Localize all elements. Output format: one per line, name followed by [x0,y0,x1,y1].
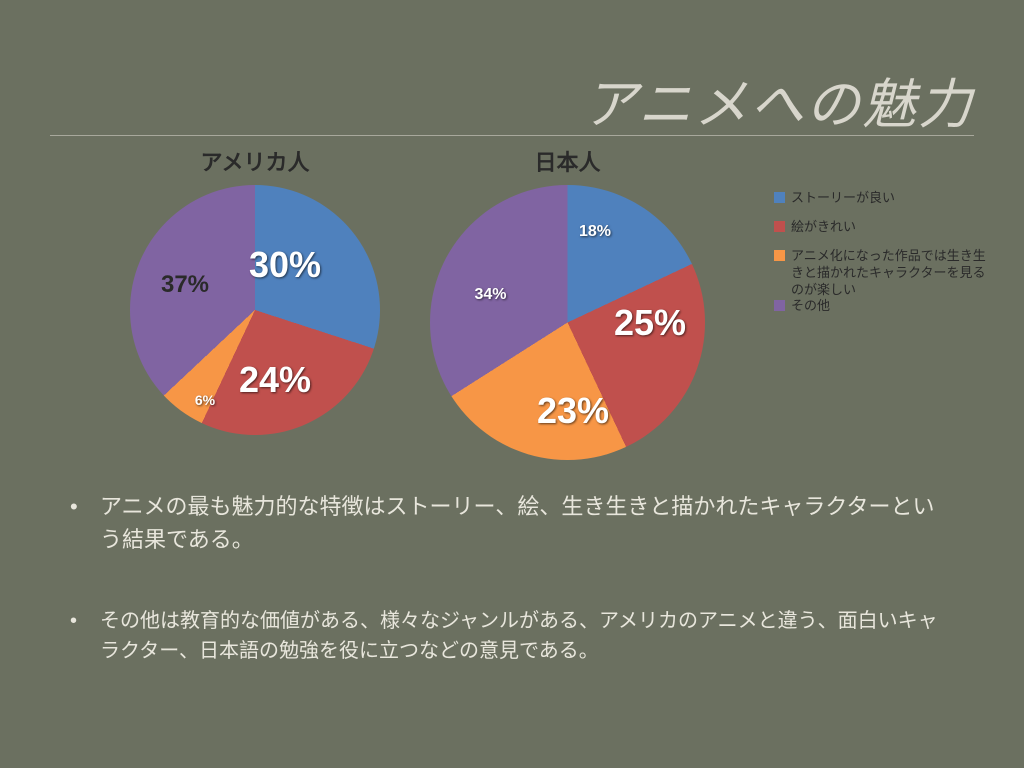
legend-item: アニメ化になった作品では生き生きと描かれたキャラクターを見るのが楽しい [774,248,994,299]
bullet-1: アニメの最も魅力的な特徴はストーリー、絵、生き生きと描かれたキャラクターという結… [70,490,954,556]
legend-swatch [774,192,785,203]
pie-slice-label: 25% [614,302,686,344]
chart-american: アメリカ人 30% 24% 6% 37% [130,145,380,435]
legend-label: ストーリーが良い [791,190,895,207]
pie-chart-1: 30% 24% 6% 37% [130,185,380,435]
legend-swatch [774,300,785,311]
legend-label: アニメ化になった作品では生き生きと描かれたキャラクターを見るのが楽しい [791,248,994,299]
legend-swatch [774,250,785,261]
bullet-2: その他は教育的な価値がある、様々なジャンルがある、アメリカのアニメと違う、面白い… [70,606,954,666]
pie-slice-label: 23% [537,390,609,432]
legend-swatch [774,221,785,232]
page-title: アニメへの魅力 [583,60,974,139]
title-divider [50,135,974,136]
legend-label: 絵がきれい [791,219,856,236]
chart2-title: 日本人 [430,145,705,177]
legend-item: ストーリーが良い [774,190,994,207]
chart-japanese: 日本人 18% 25% 23% 34% [430,145,705,460]
pie-slice-label: 6% [195,392,215,408]
pie-slice-label: 18% [579,223,611,241]
pie-slice-label: 34% [474,286,506,304]
pie-slice-label: 37% [161,271,209,299]
chart-legend: ストーリーが良い絵がきれいアニメ化になった作品では生き生きと描かれたキャラクター… [774,190,994,327]
bullet-list: アニメの最も魅力的な特徴はストーリー、絵、生き生きと描かれたキャラクターという結… [70,490,954,716]
legend-item: 絵がきれい [774,219,994,236]
pie-slice-label: 24% [239,359,311,401]
chart1-title: アメリカ人 [130,145,380,177]
legend-item: その他 [774,298,994,315]
legend-label: その他 [791,298,830,315]
pie-slice-label: 30% [249,244,321,286]
pie-chart-2: 18% 25% 23% 34% [430,185,705,460]
